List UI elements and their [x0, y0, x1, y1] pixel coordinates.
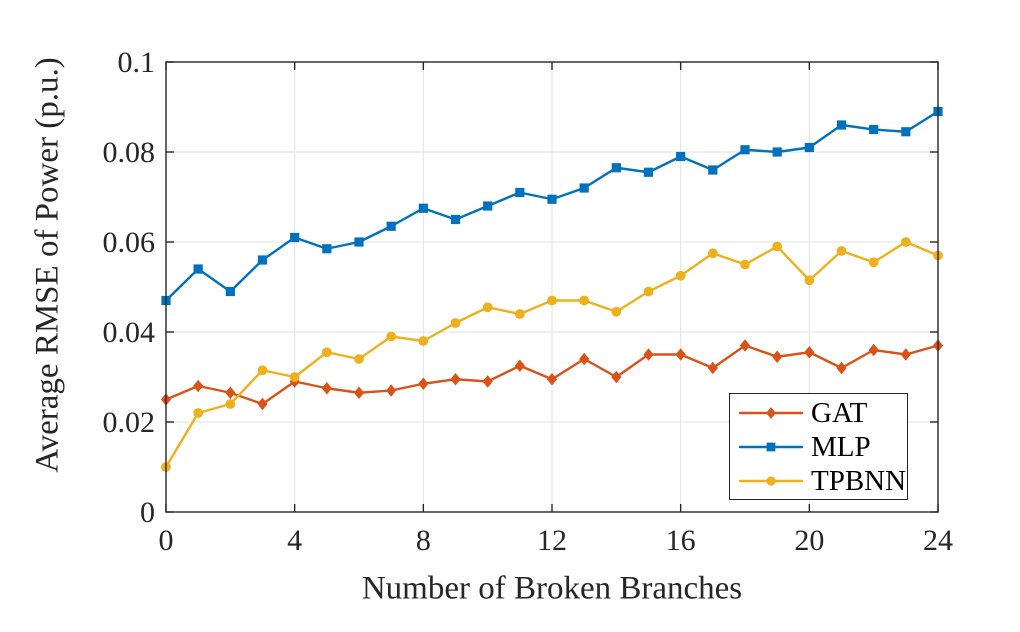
- gat-line-marker-swatch: [738, 407, 804, 419]
- marker-circle: [386, 331, 397, 342]
- marker-diamond: [257, 397, 268, 411]
- y-tick-label: 0.08: [103, 136, 156, 169]
- marker-diamond: [707, 361, 718, 375]
- marker-diamond: [868, 343, 879, 357]
- marker-circle: [193, 408, 204, 418]
- marker-diamond: [193, 379, 204, 393]
- marker-diamond: [579, 352, 590, 366]
- marker-circle: [643, 286, 654, 297]
- marker-square: [772, 147, 782, 157]
- marker-circle: [900, 237, 911, 247]
- marker-square: [766, 442, 776, 452]
- marker-square: [225, 286, 235, 297]
- legend-label-gat: GAT: [811, 396, 868, 429]
- marker-circle: [675, 270, 686, 281]
- marker-diamond: [766, 407, 776, 419]
- marker-circle: [418, 336, 429, 346]
- marker-square: [193, 264, 203, 274]
- marker-circle: [257, 365, 268, 376]
- marker-diamond: [836, 361, 847, 375]
- marker-diamond: [772, 350, 783, 363]
- x-tick-label: 24: [923, 524, 953, 557]
- marker-diamond: [611, 370, 622, 384]
- legend: GAT MLP TPBNN: [729, 393, 908, 500]
- marker-square: [483, 201, 493, 211]
- x-axis-label: Number of Broken Branches: [361, 570, 743, 607]
- marker-diamond: [514, 359, 525, 372]
- marker-square: [354, 237, 364, 247]
- y-axis-label: Average RMSE of Power (p.u.): [29, 57, 66, 473]
- marker-circle: [579, 295, 590, 306]
- legend-label-mlp: MLP: [811, 430, 871, 463]
- marker-square: [450, 214, 461, 225]
- marker-circle: [707, 248, 718, 259]
- marker-circle: [225, 399, 236, 409]
- marker-circle: [514, 309, 525, 319]
- marker-square: [418, 203, 428, 213]
- y-tick-label: 0.06: [103, 226, 156, 259]
- marker-diamond: [321, 382, 332, 395]
- marker-square: [290, 232, 300, 243]
- marker-diamond: [675, 348, 686, 361]
- marker-diamond: [804, 346, 815, 359]
- series-tpbnn: [161, 237, 943, 472]
- y-tick-label: 0.1: [118, 46, 156, 79]
- marker-circle: [482, 302, 493, 313]
- legend-label-tpbnn: TPBNN: [811, 464, 907, 497]
- marker-circle: [740, 259, 750, 270]
- marker-circle: [836, 246, 847, 256]
- marker-diamond: [418, 377, 429, 390]
- y-tick-label: 0.04: [103, 316, 156, 349]
- x-tick-label: 8: [416, 524, 431, 557]
- marker-square: [643, 167, 654, 177]
- x-tick-label: 12: [537, 524, 567, 557]
- y-tick-label: 0.02: [103, 406, 156, 439]
- marker-diamond: [386, 384, 397, 397]
- legend-item-tpbnn: TPBNN: [730, 464, 907, 498]
- y-tick-label: 0: [140, 496, 155, 529]
- marker-circle: [611, 306, 622, 317]
- marker-square: [676, 151, 686, 162]
- legend-item-gat: GAT: [730, 396, 907, 430]
- marker-circle: [354, 354, 364, 364]
- marker-square: [740, 145, 750, 155]
- marker-square: [869, 124, 879, 135]
- marker-diamond: [900, 348, 911, 361]
- marker-square: [547, 194, 557, 204]
- marker-square: [257, 255, 268, 265]
- x-tick-label: 4: [287, 524, 302, 557]
- mlp-line-marker-swatch: [738, 442, 804, 452]
- marker-square: [901, 127, 911, 137]
- marker-square: [611, 163, 621, 173]
- marker-circle: [547, 295, 557, 306]
- marker-diamond: [353, 386, 365, 399]
- marker-square: [804, 142, 814, 153]
- marker-circle: [804, 275, 815, 286]
- marker-square: [836, 120, 847, 130]
- x-tick-label: 20: [794, 524, 824, 557]
- marker-square: [708, 165, 718, 175]
- marker-circle: [289, 372, 300, 382]
- marker-circle: [450, 318, 461, 328]
- marker-square: [515, 187, 525, 198]
- marker-circle: [766, 476, 776, 486]
- marker-diamond: [225, 386, 236, 399]
- tpbnn-line-marker-swatch: [738, 476, 804, 486]
- marker-diamond: [546, 373, 558, 386]
- x-tick-label: 0: [159, 524, 174, 557]
- marker-diamond: [482, 375, 493, 388]
- marker-square: [386, 221, 396, 231]
- marker-circle: [772, 241, 783, 252]
- marker-diamond: [643, 348, 654, 361]
- marker-circle: [321, 347, 332, 358]
- marker-diamond: [739, 339, 751, 352]
- marker-square: [579, 183, 589, 193]
- marker-circle: [868, 257, 879, 268]
- marker-diamond: [450, 373, 461, 386]
- x-tick-label: 16: [666, 524, 696, 557]
- legend-item-mlp: MLP: [730, 430, 907, 464]
- marker-square: [322, 244, 332, 254]
